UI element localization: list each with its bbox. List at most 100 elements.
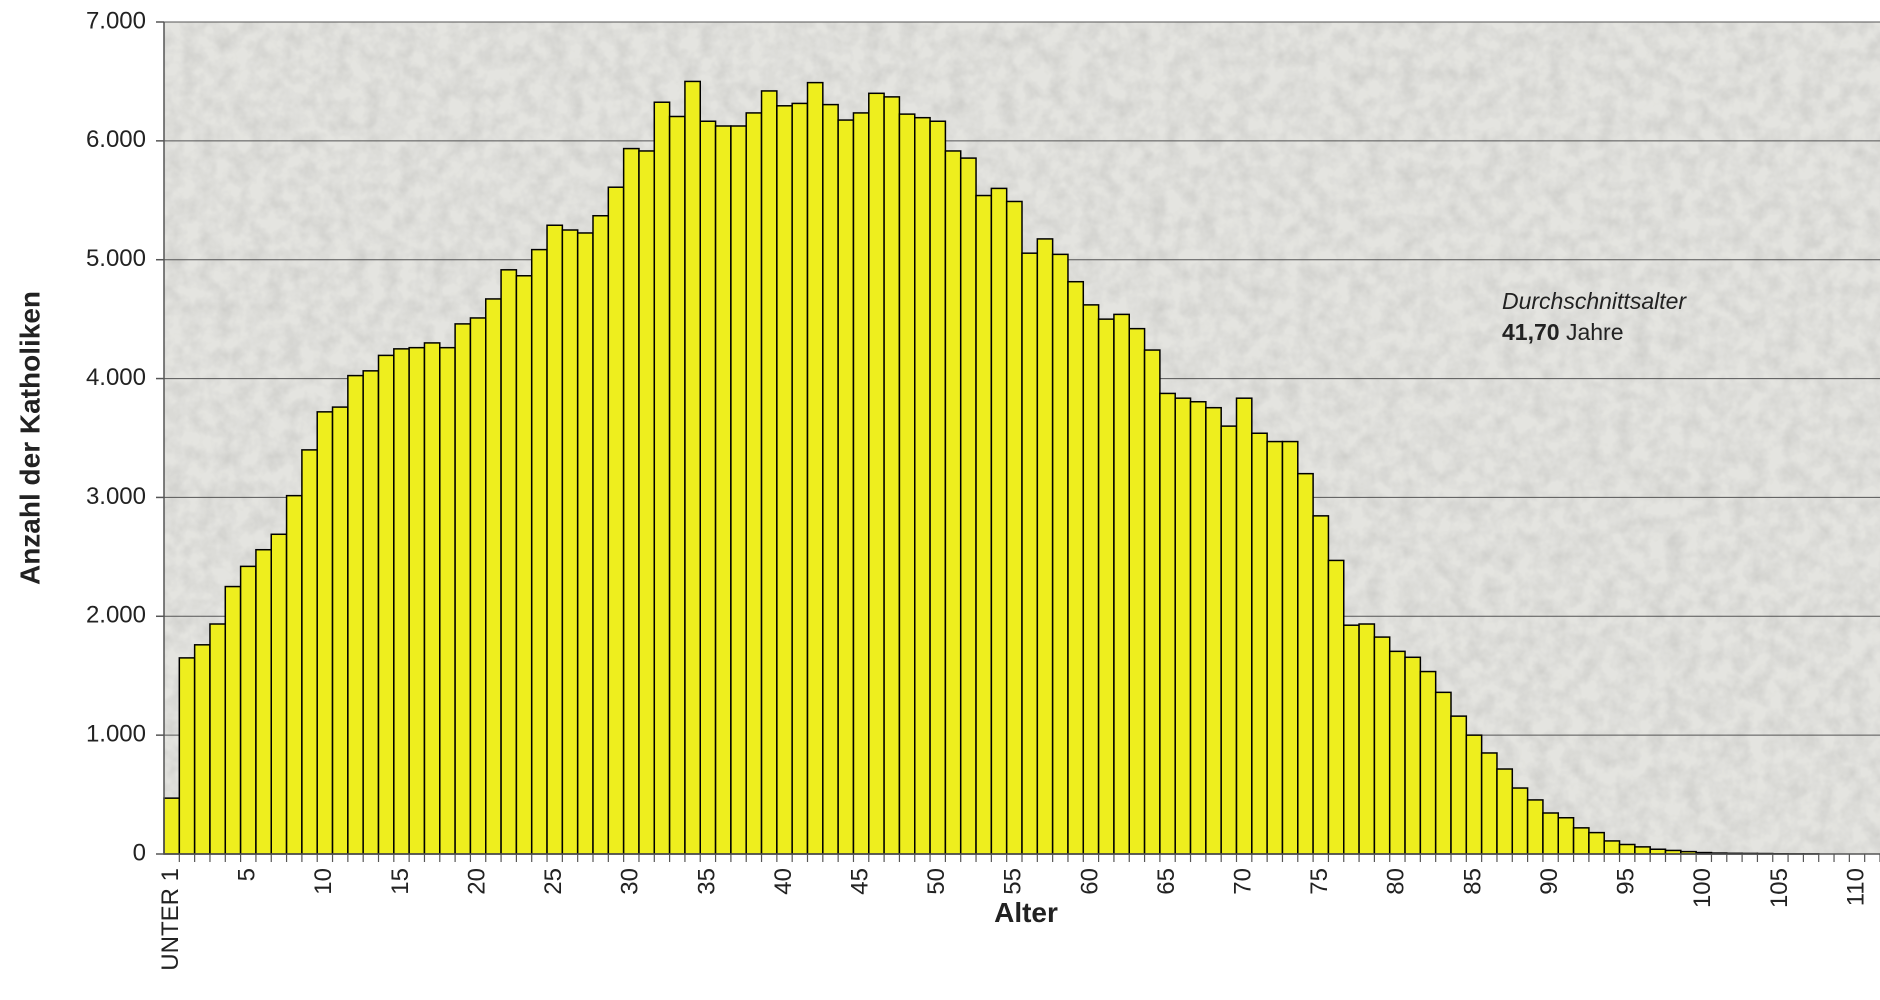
bar — [1434, 691, 1452, 855]
bar — [975, 194, 993, 855]
bar — [1603, 840, 1621, 855]
y-tick-label: 4.000 — [86, 364, 146, 391]
bar — [714, 125, 732, 855]
x-tick-label: UNTER 1 — [157, 868, 184, 971]
bar — [1480, 752, 1498, 855]
bar — [1128, 327, 1146, 855]
bar — [1189, 400, 1207, 855]
x-tick-label: 5 — [234, 868, 261, 881]
bar — [561, 229, 579, 855]
bar — [1388, 650, 1406, 855]
x-tick-label: 85 — [1459, 868, 1486, 895]
x-tick-label: 50 — [923, 868, 950, 895]
annotation: 41,70 Jahre — [1502, 319, 1624, 345]
bar — [530, 248, 548, 855]
bar — [745, 112, 763, 855]
bar — [1404, 656, 1422, 855]
x-tick-label: 40 — [770, 868, 797, 895]
y-tick-label: 0 — [133, 839, 146, 866]
bar — [1526, 799, 1544, 855]
bar — [270, 533, 288, 855]
bar — [1327, 559, 1345, 855]
bar — [1174, 397, 1192, 855]
bar — [1205, 406, 1222, 855]
bar — [1588, 831, 1605, 855]
bar — [730, 125, 747, 855]
bar — [285, 494, 303, 855]
bar — [316, 411, 334, 855]
bar — [193, 644, 211, 855]
bar — [990, 187, 1008, 855]
bar — [776, 105, 793, 855]
bar — [1143, 349, 1161, 855]
bar — [1021, 252, 1039, 855]
y-axis-title: Anzahl der Katholiken — [14, 291, 45, 585]
bar — [454, 323, 472, 855]
x-tick-label: 15 — [387, 868, 414, 895]
bar — [301, 449, 318, 855]
bar — [684, 80, 702, 855]
bar — [469, 317, 487, 855]
bar — [883, 96, 901, 855]
bar — [852, 112, 870, 855]
bar — [1557, 816, 1575, 855]
x-tick-label: 90 — [1536, 868, 1563, 895]
bar — [929, 120, 947, 855]
bar — [178, 657, 196, 855]
bar — [837, 119, 855, 855]
bar — [1097, 318, 1115, 855]
bar — [1358, 623, 1376, 855]
bar — [959, 157, 977, 855]
bar — [1220, 425, 1238, 855]
bar — [1511, 787, 1529, 855]
y-tick-label: 6.000 — [86, 126, 146, 153]
bar — [822, 103, 839, 855]
bar — [485, 298, 502, 855]
bar — [1419, 670, 1437, 855]
bar — [868, 92, 885, 855]
bar — [1036, 238, 1054, 855]
bar — [576, 232, 594, 855]
bar — [546, 224, 564, 855]
bar — [638, 150, 656, 855]
bar — [1051, 253, 1069, 855]
bar — [1450, 715, 1468, 855]
bars — [163, 80, 1820, 855]
y-tick-label: 1.000 — [86, 720, 146, 747]
y-tick-label: 7.000 — [86, 7, 146, 34]
bar — [515, 275, 533, 855]
bar — [377, 354, 395, 855]
bar — [607, 186, 625, 855]
x-tick-label: 75 — [1306, 868, 1333, 895]
bar — [500, 269, 518, 855]
bar — [668, 115, 686, 855]
bar — [592, 214, 610, 855]
bar — [1266, 440, 1284, 855]
y-tick-label: 2.000 — [86, 602, 146, 629]
x-tick-label: 70 — [1230, 868, 1257, 895]
bar — [622, 147, 640, 855]
bar — [1373, 636, 1391, 855]
bar — [914, 116, 931, 855]
x-tick-label: 100 — [1689, 868, 1716, 908]
x-tick-label: 45 — [846, 868, 873, 895]
bar — [1067, 280, 1085, 855]
bar — [163, 797, 181, 855]
bar — [239, 565, 257, 855]
bar — [1572, 827, 1590, 855]
annotation-unit: Jahre — [1566, 319, 1624, 345]
bar — [791, 102, 809, 855]
x-tick-label: 110 — [1842, 868, 1869, 906]
bar — [1251, 432, 1268, 855]
bar — [255, 548, 273, 855]
bar — [760, 90, 778, 855]
bar — [439, 346, 456, 855]
y-tick-label: 5.000 — [86, 245, 146, 272]
bar — [1113, 313, 1131, 855]
x-tick-label: 60 — [1076, 868, 1103, 895]
bar — [209, 623, 227, 855]
bar — [1618, 843, 1636, 855]
x-tick-label: 105 — [1766, 868, 1793, 908]
x-tick-label: 80 — [1383, 868, 1410, 895]
